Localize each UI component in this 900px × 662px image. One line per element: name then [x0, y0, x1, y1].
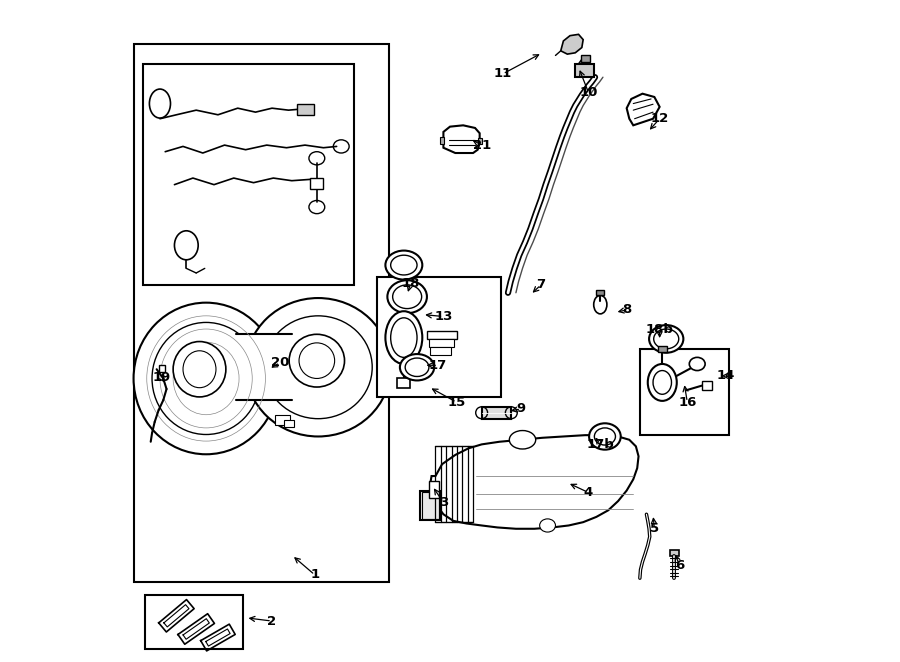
Ellipse shape	[152, 322, 260, 434]
Bar	[580, 56, 590, 62]
Bar	[640, 350, 729, 435]
Ellipse shape	[299, 343, 335, 379]
Ellipse shape	[649, 325, 683, 353]
Bar	[143, 64, 355, 285]
Text: 7: 7	[536, 278, 545, 291]
Ellipse shape	[590, 423, 621, 449]
Bar	[158, 365, 166, 372]
Bar	[397, 379, 410, 389]
Bar	[284, 420, 293, 426]
Bar	[422, 492, 439, 519]
Ellipse shape	[653, 329, 679, 349]
Bar	[427, 331, 456, 339]
Ellipse shape	[648, 364, 677, 401]
Text: 13: 13	[434, 310, 453, 323]
Bar	[377, 277, 501, 397]
Text: 10: 10	[580, 86, 598, 99]
Polygon shape	[444, 125, 480, 153]
Text: 14: 14	[716, 369, 734, 383]
Bar	[420, 491, 440, 520]
Ellipse shape	[540, 519, 555, 532]
Bar	[702, 381, 712, 391]
Ellipse shape	[133, 303, 279, 454]
Text: 20: 20	[271, 356, 289, 369]
Ellipse shape	[400, 354, 434, 381]
Bar	[670, 550, 679, 557]
Ellipse shape	[391, 318, 417, 357]
Ellipse shape	[385, 311, 422, 364]
Ellipse shape	[173, 342, 226, 397]
Text: 2: 2	[267, 614, 276, 628]
Ellipse shape	[392, 285, 422, 308]
Text: 4: 4	[584, 486, 593, 499]
Text: 17b: 17b	[587, 438, 614, 451]
Text: 3: 3	[439, 496, 448, 509]
Bar	[597, 290, 604, 295]
Bar	[429, 481, 439, 498]
Ellipse shape	[594, 428, 616, 445]
Polygon shape	[430, 435, 638, 529]
Bar	[146, 594, 243, 649]
Ellipse shape	[387, 280, 427, 313]
Ellipse shape	[689, 357, 705, 371]
Ellipse shape	[246, 298, 391, 436]
Ellipse shape	[509, 430, 536, 449]
Text: 1: 1	[310, 569, 320, 581]
Text: 11: 11	[493, 68, 512, 80]
Ellipse shape	[264, 316, 373, 418]
Text: 15: 15	[447, 396, 465, 408]
Ellipse shape	[289, 334, 345, 387]
Bar	[429, 339, 454, 347]
Ellipse shape	[183, 351, 216, 388]
Text: 12: 12	[651, 113, 669, 125]
Ellipse shape	[385, 251, 422, 279]
Ellipse shape	[653, 371, 671, 395]
Bar	[658, 346, 667, 352]
Bar	[236, 334, 292, 401]
Bar	[310, 178, 323, 189]
Polygon shape	[561, 34, 583, 54]
Ellipse shape	[405, 358, 429, 377]
Bar	[482, 407, 511, 418]
Bar	[133, 44, 390, 581]
Text: 18: 18	[401, 277, 419, 290]
Text: 18b: 18b	[645, 323, 673, 336]
Text: 16: 16	[678, 396, 697, 408]
Text: 19: 19	[152, 371, 170, 384]
Text: 17: 17	[429, 359, 447, 372]
Bar	[478, 138, 482, 144]
Text: 8: 8	[622, 303, 631, 316]
Ellipse shape	[391, 255, 417, 275]
Bar	[440, 136, 444, 144]
Text: 9: 9	[517, 402, 526, 415]
Text: 6: 6	[675, 559, 684, 571]
Bar	[430, 348, 451, 355]
Text: 5: 5	[650, 522, 659, 536]
Text: 21: 21	[472, 138, 490, 152]
Polygon shape	[626, 94, 660, 125]
Bar	[275, 415, 290, 425]
Bar	[297, 103, 313, 115]
Bar	[575, 64, 594, 77]
